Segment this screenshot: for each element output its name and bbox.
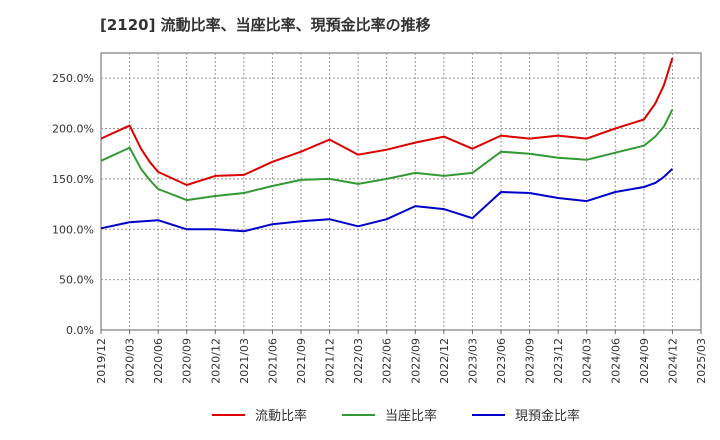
legend-label-1: 流動比率 bbox=[255, 408, 307, 424]
x-tick-label: 2022/03 bbox=[352, 338, 365, 384]
series-line-2 bbox=[100, 108, 674, 202]
legend-label-2: 当座比率 bbox=[385, 408, 437, 424]
x-tick-label: 2023/06 bbox=[495, 338, 508, 384]
x-tick-label: 2023/09 bbox=[524, 338, 537, 384]
x-tick-label: 2025/03 bbox=[695, 338, 708, 384]
x-tick-label: 2023/03 bbox=[466, 338, 479, 384]
x-tick-label: 2024/06 bbox=[609, 338, 622, 384]
x-tick-label: 2020/09 bbox=[181, 338, 194, 384]
y-tick-label: 0.0% bbox=[66, 324, 94, 337]
series-line-3 bbox=[100, 168, 674, 233]
x-tick-label: 2021/03 bbox=[238, 338, 251, 384]
x-tick-label: 2019/12 bbox=[95, 338, 108, 384]
x-tick-label: 2021/06 bbox=[266, 338, 279, 384]
x-tick-label: 2024/03 bbox=[581, 338, 594, 384]
y-tick-label: 250.0% bbox=[52, 72, 94, 85]
x-tick-label: 2020/06 bbox=[152, 338, 165, 384]
plot-frame bbox=[100, 52, 702, 331]
y-tick-label: 100.0% bbox=[52, 223, 94, 236]
series-line-1 bbox=[100, 57, 674, 186]
x-tick-label: 2021/09 bbox=[295, 338, 308, 384]
x-tick-label: 2024/09 bbox=[638, 338, 651, 384]
x-tick-label: 2022/12 bbox=[438, 338, 451, 384]
x-tick-label: 2023/12 bbox=[552, 338, 565, 384]
x-tick-label: 2022/09 bbox=[409, 338, 422, 384]
chart-title: [2120] 流動比率、当座比率、現預金比率の推移 bbox=[100, 16, 431, 34]
y-tick-label: 200.0% bbox=[52, 123, 94, 136]
x-tick-label: 2020/12 bbox=[209, 338, 222, 384]
x-tick-label: 2020/03 bbox=[124, 338, 137, 384]
x-tick-label: 2022/06 bbox=[381, 338, 394, 384]
legend-label-3: 現預金比率 bbox=[515, 408, 580, 424]
y-tick-label: 50.0% bbox=[59, 274, 94, 287]
y-tick-label: 150.0% bbox=[52, 173, 94, 186]
x-tick-label: 2021/12 bbox=[324, 338, 337, 384]
x-tick-label: 2024/12 bbox=[666, 338, 679, 384]
